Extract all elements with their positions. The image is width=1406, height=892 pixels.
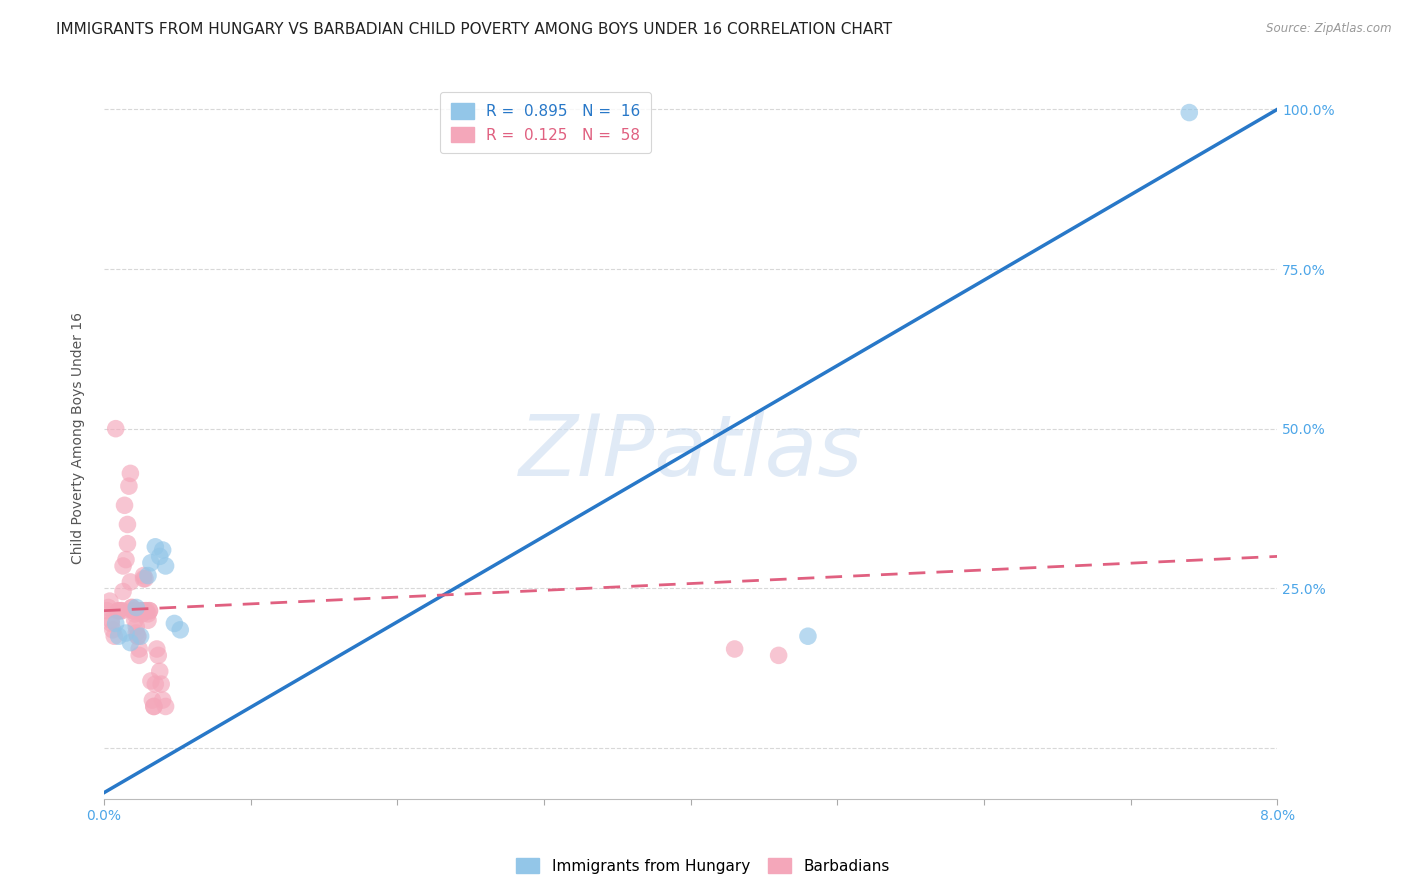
- Point: [152, 543, 174, 558]
- Point: [100, 613, 122, 627]
- Point: [122, 604, 145, 618]
- Point: [125, 626, 148, 640]
- Point: [139, 673, 162, 688]
- Point: [107, 604, 129, 618]
- Point: [110, 604, 132, 618]
- Point: [104, 616, 127, 631]
- Text: Source: ZipAtlas.com: Source: ZipAtlas.com: [1267, 22, 1392, 36]
- Legend: Immigrants from Hungary, Barbadians: Immigrants from Hungary, Barbadians: [510, 852, 896, 880]
- Point: [134, 604, 156, 618]
- Point: [110, 604, 132, 618]
- Point: [121, 600, 143, 615]
- Point: [118, 479, 141, 493]
- Point: [97, 600, 120, 615]
- Point: [107, 629, 129, 643]
- Point: [155, 699, 177, 714]
- Point: [163, 616, 186, 631]
- Point: [120, 635, 142, 649]
- Point: [127, 629, 149, 643]
- Point: [135, 604, 157, 618]
- Point: [138, 604, 160, 618]
- Point: [115, 626, 138, 640]
- Point: [131, 604, 153, 618]
- Point: [136, 568, 159, 582]
- Legend: R =  0.895   N =  16, R =  0.125   N =  58: R = 0.895 N = 16, R = 0.125 N = 58: [440, 92, 651, 153]
- Point: [723, 642, 745, 657]
- Point: [127, 629, 149, 643]
- Point: [98, 594, 121, 608]
- Point: [797, 629, 820, 643]
- Point: [142, 699, 165, 714]
- Point: [104, 422, 127, 436]
- Point: [112, 558, 135, 573]
- Point: [129, 629, 152, 643]
- Point: [146, 642, 169, 657]
- Point: [152, 693, 174, 707]
- Point: [101, 623, 124, 637]
- Point: [149, 665, 172, 679]
- Point: [169, 623, 191, 637]
- Point: [103, 629, 125, 643]
- Point: [155, 558, 177, 573]
- Point: [143, 540, 166, 554]
- Point: [136, 613, 159, 627]
- Point: [122, 604, 145, 618]
- Point: [124, 607, 146, 621]
- Point: [134, 572, 156, 586]
- Point: [121, 600, 143, 615]
- Point: [1178, 105, 1201, 120]
- Point: [112, 584, 135, 599]
- Point: [143, 677, 166, 691]
- Point: [107, 604, 129, 618]
- Point: [115, 552, 138, 566]
- Point: [132, 572, 155, 586]
- Point: [120, 574, 142, 589]
- Point: [96, 604, 118, 618]
- Point: [114, 498, 136, 512]
- Point: [100, 616, 122, 631]
- Point: [125, 600, 148, 615]
- Point: [132, 568, 155, 582]
- Point: [150, 677, 173, 691]
- Point: [124, 613, 146, 627]
- Point: [117, 517, 139, 532]
- Point: [148, 648, 170, 663]
- Point: [141, 693, 163, 707]
- Point: [142, 699, 165, 714]
- Point: [120, 467, 142, 481]
- Point: [125, 620, 148, 634]
- Point: [149, 549, 172, 564]
- Point: [129, 604, 152, 618]
- Point: [117, 536, 139, 550]
- Text: ZIPatlas: ZIPatlas: [519, 411, 863, 494]
- Text: IMMIGRANTS FROM HUNGARY VS BARBADIAN CHILD POVERTY AMONG BOYS UNDER 16 CORRELATI: IMMIGRANTS FROM HUNGARY VS BARBADIAN CHI…: [56, 22, 893, 37]
- Point: [128, 642, 150, 657]
- Point: [131, 607, 153, 621]
- Point: [138, 604, 160, 618]
- Point: [136, 607, 159, 621]
- Y-axis label: Child Poverty Among Boys Under 16: Child Poverty Among Boys Under 16: [72, 312, 86, 565]
- Point: [139, 556, 162, 570]
- Point: [768, 648, 790, 663]
- Point: [128, 648, 150, 663]
